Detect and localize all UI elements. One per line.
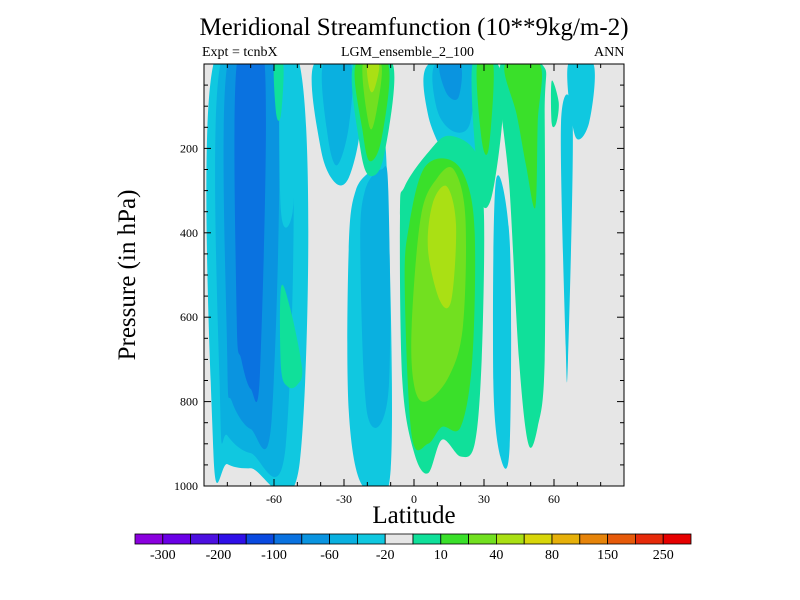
contour-region-3: [234, 64, 266, 402]
colorbar-swatch: [662, 533, 692, 545]
colorbar-label: -60: [320, 548, 339, 563]
x-tick-label: 60: [548, 492, 560, 506]
colorbar-swatch: [134, 533, 164, 545]
contour-region-27: [362, 64, 382, 130]
contour-region-25: [504, 64, 543, 209]
colorbar-label: -200: [206, 548, 232, 563]
y-tick-label: 400: [180, 226, 198, 240]
colorbar-label: -100: [261, 548, 287, 563]
colorbar-label: 250: [653, 548, 674, 563]
ensemble-label: LGM_ensemble_2_100: [341, 45, 474, 60]
x-tick-label: 0: [411, 492, 417, 506]
colorbar-label: -300: [150, 548, 176, 563]
chart-title: Meridional Streamfunction (10**9kg/m-2): [199, 14, 629, 41]
colorbar-swatch: [495, 533, 525, 545]
contour-region-11: [439, 64, 462, 100]
colorbar: -300 -200 -100 -60 -20 10 40 80 150 250: [134, 533, 692, 563]
contour-region-6: [321, 64, 353, 166]
contour-region-8: [360, 165, 391, 428]
contour-region-4: [279, 64, 299, 228]
contour-region-29: [366, 64, 380, 93]
colorbar-swatch: [301, 533, 330, 545]
contour-region-12: [492, 175, 512, 469]
colorbar-swatch: [217, 533, 247, 545]
contour-region-24: [476, 64, 494, 155]
contour-layer: [204, 64, 624, 486]
axes-layer: -60 -30 0 30 60 200 400 600 800 1000: [174, 63, 625, 506]
colorbar-label: 40: [489, 548, 503, 563]
x-tick-label: -60: [266, 492, 282, 506]
x-tick-label: 30: [478, 492, 490, 506]
y-tick-label: 800: [180, 395, 198, 409]
colorbar-swatch: [440, 533, 469, 545]
contour-region-21: [273, 64, 284, 121]
y-axis-label: Pressure (in hPa): [114, 189, 141, 361]
contour-region-28: [427, 185, 457, 309]
colorbar-label: 150: [597, 548, 618, 563]
colorbar-swatch: [384, 533, 414, 545]
colorbar-swatch: [190, 533, 219, 545]
colorbar-swatch: [273, 533, 303, 545]
colorbar-swatch: [635, 533, 664, 545]
colorbar-swatch: [579, 533, 608, 545]
contour-region-13: [567, 64, 595, 140]
contour-region-14: [560, 94, 573, 383]
colorbar-swatch: [551, 533, 581, 545]
x-axis-label: Latitude: [372, 502, 456, 529]
colorbar-swatch: [468, 533, 497, 545]
colorbar-label: -20: [376, 548, 395, 563]
colorbar-swatch: [412, 533, 442, 545]
colorbar-swatch: [245, 533, 275, 545]
experiment-label: Expt = tcnbX: [202, 45, 278, 60]
colorbar-swatch: [329, 533, 358, 545]
contour-region-15: [279, 284, 303, 389]
season-label: ANN: [594, 45, 625, 60]
contour-region-20: [550, 80, 559, 128]
y-tick-label: 600: [180, 310, 198, 324]
colorbar-label: 80: [545, 548, 559, 563]
colorbar-swatch: [356, 533, 386, 545]
colorbar-swatch: [523, 533, 553, 545]
x-tick-label: -30: [336, 492, 352, 506]
y-tick-label: 1000: [174, 479, 198, 493]
colorbar-label: 10: [434, 548, 448, 563]
colorbar-swatch: [162, 533, 192, 545]
colorbar-swatch: [607, 533, 636, 545]
y-tick-label: 200: [180, 141, 198, 155]
